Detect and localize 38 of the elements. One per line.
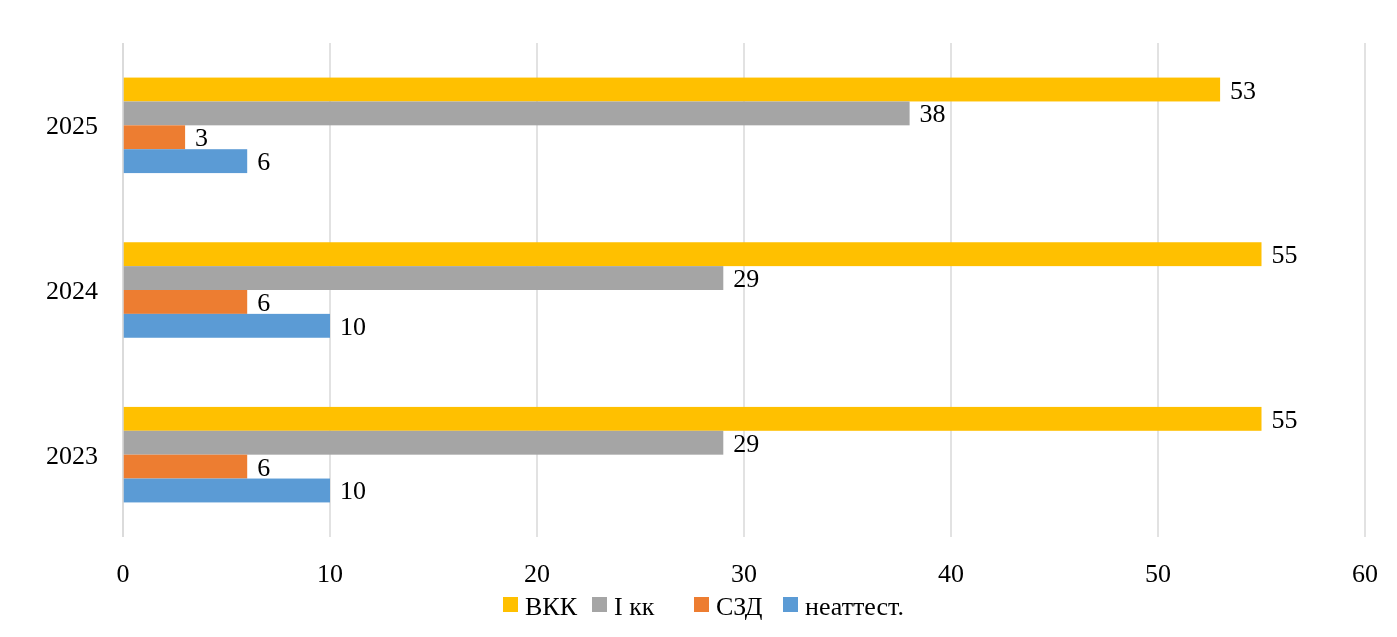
data-label: 55 (1271, 404, 1298, 434)
bar (123, 478, 330, 503)
bar (123, 242, 1262, 267)
data-label: 38 (919, 99, 946, 129)
bar (123, 290, 248, 314)
x-tick-label: 20 (524, 559, 550, 588)
data-label: 6 (257, 452, 271, 482)
bar (123, 266, 724, 290)
data-label: 55 (1271, 240, 1298, 270)
y-tick-label: 2024 (46, 276, 98, 305)
x-tick-label: 0 (116, 559, 130, 588)
bar (123, 101, 910, 126)
bar (123, 125, 186, 150)
bar (123, 430, 724, 455)
bar (123, 454, 248, 479)
legend-label: СЗД (716, 592, 763, 621)
data-label: 3 (195, 123, 209, 153)
x-tick-label: 60 (1352, 559, 1378, 588)
bar (123, 77, 1221, 102)
data-label: 6 (257, 287, 271, 317)
x-tick-label: 30 (731, 559, 757, 588)
bar (123, 313, 330, 338)
data-label: 10 (340, 311, 366, 341)
legend-label: ВКК (525, 592, 578, 621)
y-tick-label: 2025 (46, 111, 98, 141)
bar (123, 406, 1262, 431)
bar (123, 149, 248, 174)
data-label: 29 (733, 428, 760, 458)
y-tick-label: 2023 (46, 440, 98, 470)
legend-label: неаттест. (805, 592, 904, 621)
data-label: 10 (340, 476, 366, 506)
x-tick-label: 50 (1145, 559, 1171, 588)
legend-label: I кк (614, 592, 655, 621)
data-label: 29 (733, 264, 760, 294)
x-tick-label: 10 (317, 559, 343, 588)
data-label: 53 (1230, 75, 1257, 105)
x-tick-label: 40 (938, 559, 964, 588)
data-label: 6 (257, 147, 271, 177)
